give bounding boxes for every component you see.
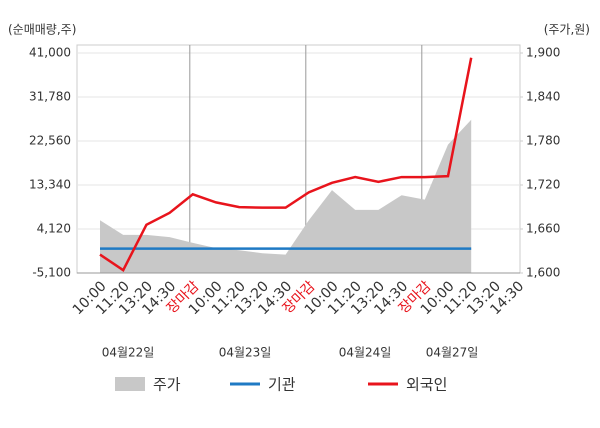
- date-label: 04월27일: [426, 346, 479, 360]
- y-tick-label: 31,780: [29, 90, 71, 104]
- y-tick-label: 41,000: [29, 46, 71, 60]
- y2-tick-label: 1,720: [526, 178, 560, 192]
- y2-tick-label: 1,780: [526, 134, 560, 148]
- y2-unit-label: (주가,원): [544, 23, 590, 37]
- y-tick-label: 13,340: [29, 178, 71, 192]
- legend-label: 기관: [268, 376, 296, 394]
- y2-tick-label: 1,840: [526, 90, 560, 104]
- y-tick-label: -5,100: [32, 266, 71, 280]
- legend-swatch: [115, 377, 145, 391]
- date-label: 04월22일: [102, 346, 155, 360]
- legend-label: 주가: [153, 376, 181, 394]
- y2-tick-label: 1,600: [526, 266, 560, 280]
- series-line: [99, 57, 473, 272]
- date-label: 04월23일: [219, 346, 272, 360]
- y-unit-label: (순매매량,주): [8, 23, 76, 37]
- y-tick-label: 22,560: [29, 134, 71, 148]
- y2-tick-label: 1,900: [526, 46, 560, 60]
- price-area: [100, 119, 472, 273]
- y-tick-label: 4,120: [37, 222, 71, 236]
- legend-label: 외국인: [406, 376, 447, 394]
- date-label: 04월24일: [339, 346, 392, 360]
- y2-tick-label: 1,660: [526, 222, 560, 236]
